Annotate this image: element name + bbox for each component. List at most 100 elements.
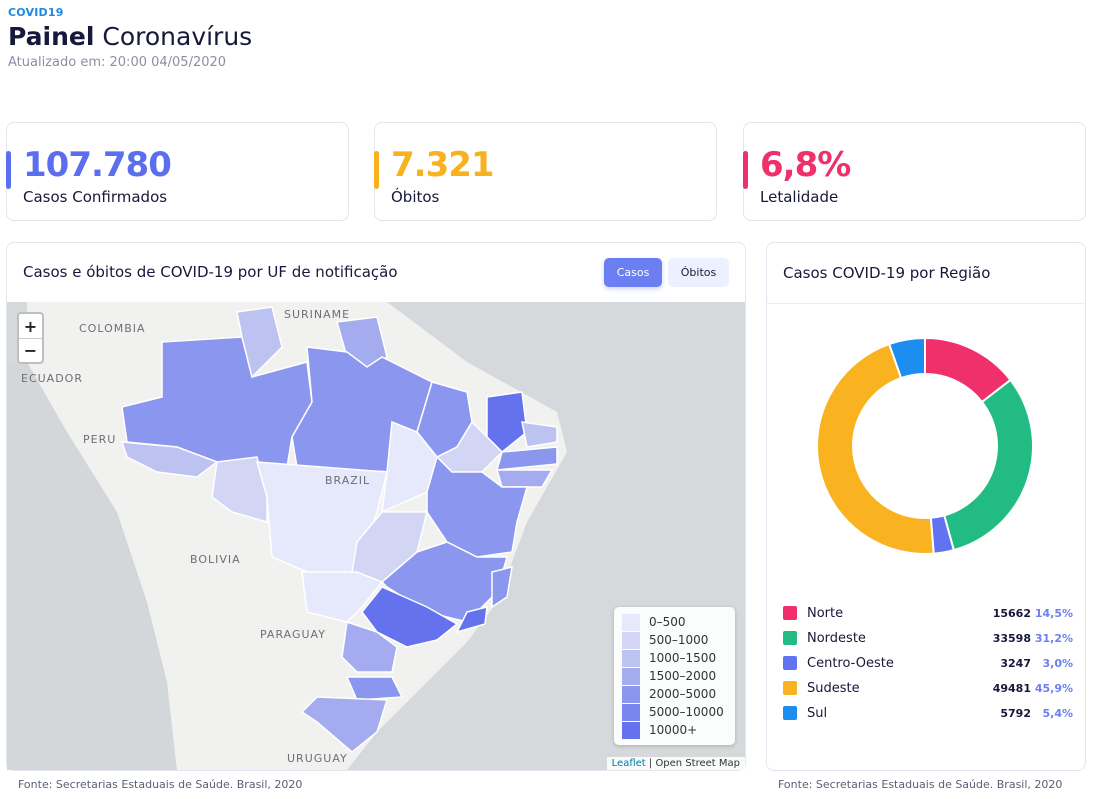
map-label-paraguay: PARAGUAY (260, 628, 326, 641)
legend-label: 0–500 (649, 615, 686, 629)
map-label-colombia: COLOMBIA (79, 322, 146, 335)
state-rio-grande-sul (300, 696, 389, 753)
region-name: Nordeste (807, 630, 866, 646)
legend-swatch (622, 631, 640, 649)
legend-item: 1500–2000 (622, 667, 727, 685)
leaflet-link[interactable]: Leaflet (611, 758, 646, 769)
map-source-footer: Fonte: Secretarias Estaduais de Saúde. B… (18, 778, 303, 791)
region-legend-row: Centro-Oeste 3247 3,0% (783, 653, 1073, 673)
legend-item: 2000–5000 (622, 685, 727, 703)
region-legend-row: Sudeste 49481 45,9% (783, 678, 1073, 698)
stat-accent-bar (374, 151, 379, 189)
state-ceara (486, 391, 528, 454)
region-color-swatch (783, 706, 797, 720)
legend-swatch (622, 703, 640, 721)
region-legend-row: Nordeste 33598 31,2% (783, 628, 1073, 648)
zoom-out-button[interactable]: − (19, 338, 42, 362)
region-count: 5792 (1000, 706, 1031, 720)
donut-slice-sudeste[interactable] (816, 342, 935, 555)
map-attribution: Leaflet | Open Street Map (606, 757, 745, 770)
state-roraima (236, 306, 283, 379)
region-legend-row: Sul 5792 5,4% (783, 703, 1073, 723)
map-legend: 0–500 500–1000 1000–1500 1500–2000 2000–… (614, 607, 735, 745)
region-color-swatch (783, 606, 797, 620)
map-label-suriname: SURINAME (284, 308, 351, 321)
updated-value: 20:00 04/05/2020 (109, 55, 227, 70)
map-canvas (7, 302, 567, 770)
region-name: Sul (807, 705, 828, 721)
zoom-control: + − (17, 312, 44, 364)
legend-item: 5000–10000 (622, 703, 727, 721)
region-color-swatch (783, 681, 797, 695)
legend-swatch (622, 613, 640, 631)
stat-value-lethality: 6,8% (760, 145, 851, 185)
region-percent: 45,9% (1034, 681, 1073, 695)
state-mato-grosso-sul (301, 571, 384, 623)
stat-accent-bar (743, 151, 748, 189)
donut-slice-nordeste[interactable] (942, 378, 1034, 552)
region-count: 33598 (992, 631, 1031, 645)
map-label-brazil: BRAZIL (325, 474, 371, 487)
zoom-in-button[interactable]: + (23, 316, 38, 336)
stat-card-deaths: 7.321 Óbitos (374, 122, 717, 221)
region-panel (766, 242, 1086, 771)
stat-card-cases: 107.780 Casos Confirmados (6, 122, 349, 221)
updated-timestamp: Atualizado em: 20:00 04/05/2020 (8, 55, 226, 70)
stat-card-lethality: 6,8% Letalidade (743, 122, 1086, 221)
legend-label: 1500–2000 (649, 669, 717, 683)
donut-slice-sul[interactable] (887, 336, 926, 380)
legend-label: 2000–5000 (649, 687, 717, 701)
region-color-swatch (783, 631, 797, 645)
region-name: Centro-Oeste (807, 655, 894, 671)
region-panel-title: Casos COVID-19 por Região (783, 264, 991, 282)
page-title: Painel Coronavírus (8, 22, 252, 51)
legend-item: 1000–1500 (622, 649, 727, 667)
pacific-ocean (7, 362, 177, 770)
state-sao-paulo (361, 586, 459, 648)
osm-attribution: | Open Street Map (648, 758, 740, 769)
region-color-swatch (783, 656, 797, 670)
state-rio-de-janeiro (455, 606, 488, 634)
state-rondonia (211, 456, 268, 523)
region-source-footer: Fonte: Secretarias Estaduais de Saúde. B… (778, 778, 1063, 791)
deaths-toggle-button[interactable]: Óbitos (668, 258, 729, 287)
region-percent: 3,0% (1042, 656, 1073, 670)
divider (767, 303, 1085, 304)
region-name: Norte (807, 605, 844, 621)
legend-label: 5000–10000 (649, 705, 724, 719)
stat-value-deaths: 7.321 (391, 145, 495, 185)
map-label-uruguay: URUGUAY (287, 752, 348, 765)
state-espirito-santo (491, 565, 513, 609)
legend-swatch (622, 721, 640, 739)
legend-label: 1000–1500 (649, 651, 717, 665)
region-percent: 14,5% (1034, 606, 1073, 620)
map-label-peru: PERU (83, 433, 117, 446)
stat-label-lethality: Letalidade (760, 188, 839, 206)
region-name: Sudeste (807, 680, 860, 696)
state-acre (120, 441, 219, 478)
legend-label: 500–1000 (649, 633, 709, 647)
brazil-states (120, 306, 558, 753)
region-donut-chart (816, 336, 1034, 555)
state-alagoas-sergipe (495, 469, 554, 488)
updated-label: Atualizado em: (8, 55, 106, 70)
page-title-bold: Painel (8, 22, 95, 51)
legend-swatch (622, 649, 640, 667)
map-label-bolivia: BOLIVIA (190, 553, 241, 566)
legend-item: 500–1000 (622, 631, 727, 649)
legend-item: 0–500 (622, 613, 727, 631)
cases-toggle-button[interactable]: Casos (604, 258, 662, 287)
region-count: 49481 (992, 681, 1031, 695)
map-panel-title: Casos e óbitos de COVID-19 por UF de not… (23, 263, 398, 281)
brand-label: COVID19 (8, 6, 64, 19)
page-title-rest: Coronavírus (102, 22, 253, 51)
state-pernambuco (495, 446, 558, 471)
state-parana (341, 621, 398, 673)
brazil-map[interactable]: + − COLOMBIA SURINAME ECUADOR PERU BRAZI… (7, 302, 745, 770)
stat-label-deaths: Óbitos (391, 188, 440, 206)
legend-swatch (622, 667, 640, 685)
stat-value-cases: 107.780 (23, 145, 172, 185)
state-santa-catarina (345, 676, 404, 701)
state-rn-pb (521, 421, 558, 448)
region-count: 3247 (1000, 656, 1031, 670)
